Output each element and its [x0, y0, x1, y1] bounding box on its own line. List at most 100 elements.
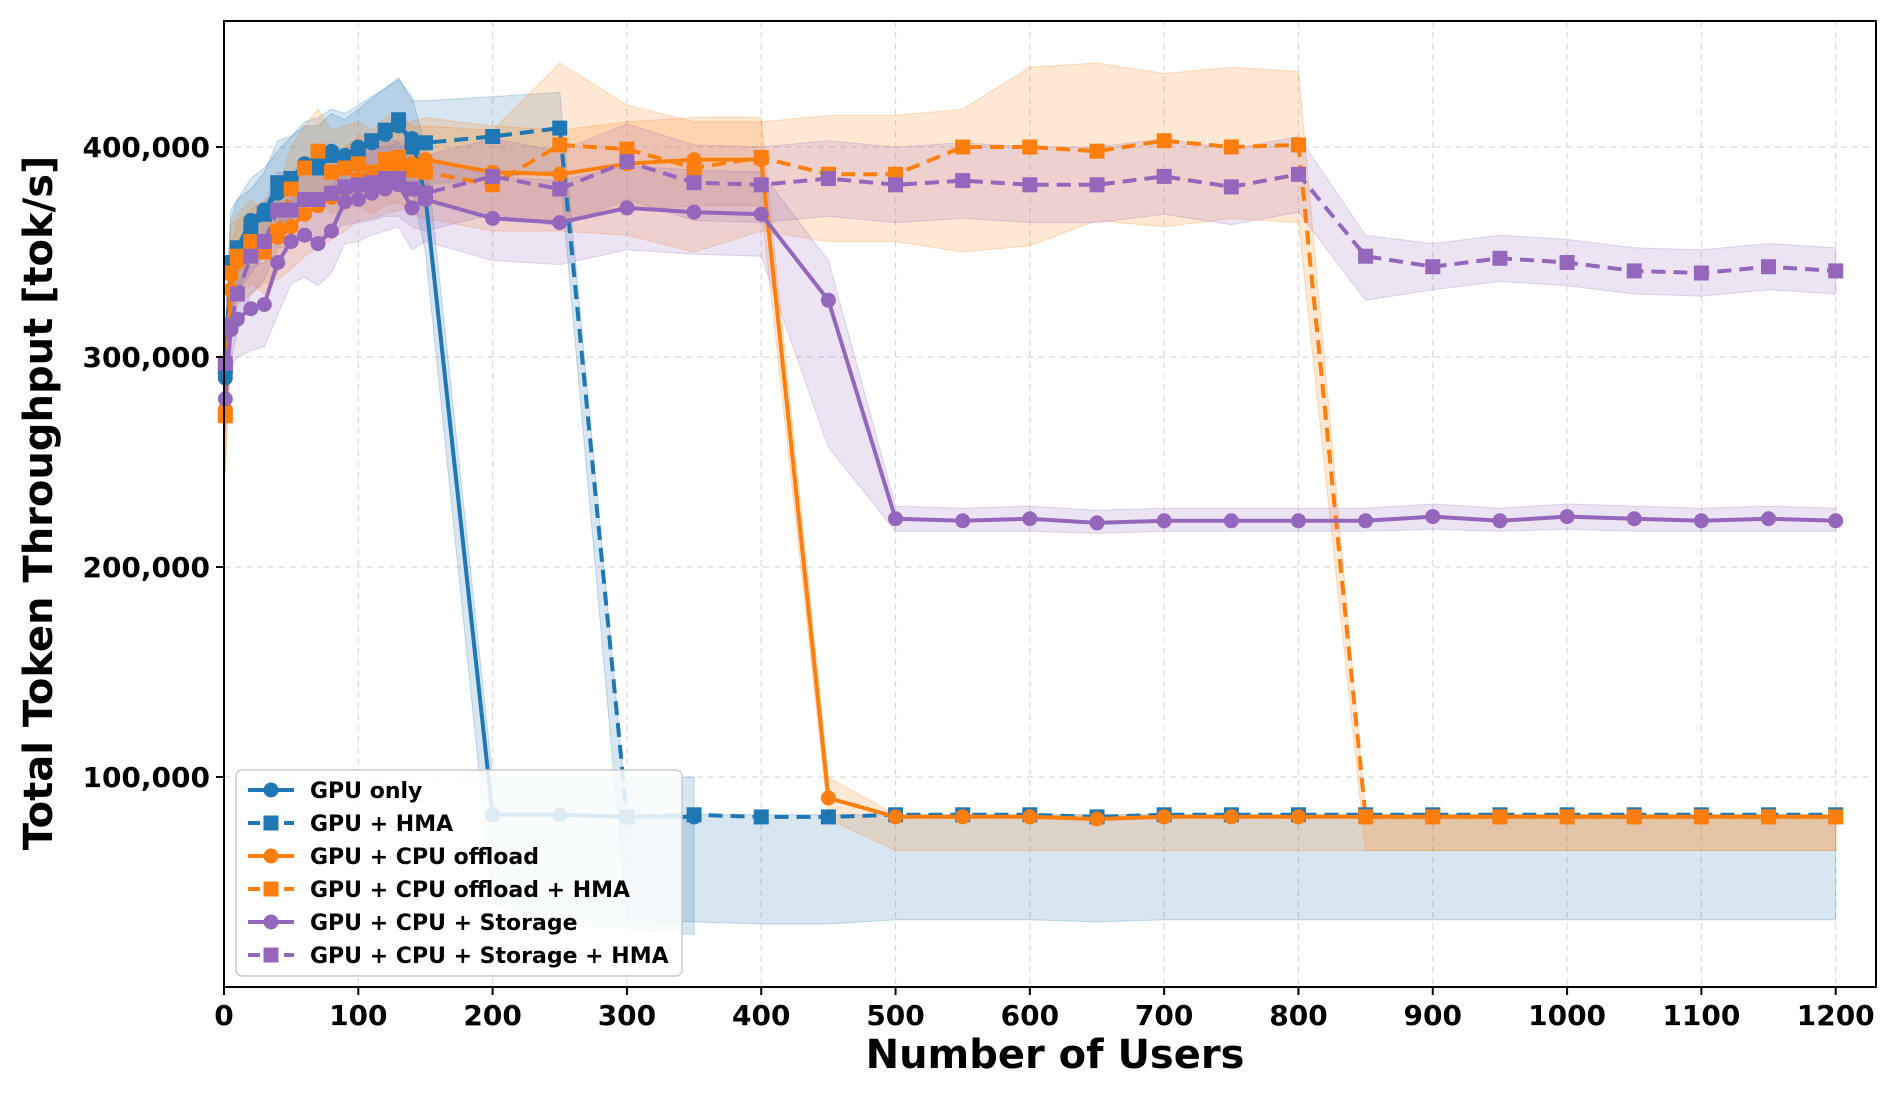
- x-tick-label: 1100: [1662, 999, 1740, 1032]
- x-tick-label: 1200: [1797, 999, 1875, 1032]
- marker-gpu-cpu-offload-hma: [1290, 137, 1306, 153]
- marker-gpu-cpu-storage: [256, 297, 272, 312]
- marker-gpu-cpu-storage-hma: [270, 202, 286, 218]
- x-tick-label: 900: [1404, 999, 1462, 1032]
- marker-gpu-cpu-offload-hma: [337, 160, 353, 176]
- y-tick-label: 400,000: [82, 131, 210, 164]
- legend-label: GPU only: [310, 779, 422, 804]
- marker-gpu-cpu-offload-hma: [283, 181, 299, 197]
- x-axis-ticks: 0 100 200 300 400 500 600 700 800 900 1000 1100 1200: [214, 987, 1875, 1032]
- legend-marker: [263, 881, 279, 897]
- marker-gpu-cpu-offload-hma: [323, 164, 339, 180]
- marker-gpu-cpu-offload-hma: [1358, 809, 1374, 825]
- marker-gpu-cpu-storage: [1223, 513, 1239, 529]
- marker-gpu-cpu-storage-hma: [229, 286, 245, 302]
- marker-gpu-cpu-storage: [820, 292, 836, 308]
- marker-gpu-hma: [753, 809, 769, 825]
- marker-gpu-hma: [404, 139, 420, 155]
- marker-gpu-cpu-storage-hma: [217, 355, 233, 371]
- marker-gpu-cpu-storage-hma: [404, 181, 420, 197]
- x-tick-label: 500: [866, 999, 924, 1032]
- marker-gpu-hma: [485, 129, 501, 144]
- x-axis-title: Number of Users: [866, 1032, 1245, 1078]
- marker-gpu-hma: [820, 809, 836, 825]
- marker-gpu-cpu-offload-hma: [391, 150, 407, 165]
- marker-gpu-cpu-storage: [310, 236, 326, 252]
- marker-gpu-cpu-offload: [417, 152, 433, 168]
- marker-gpu-cpu-storage-hma: [1290, 166, 1306, 182]
- marker-gpu-cpu-storage: [283, 234, 299, 249]
- marker-gpu-cpu-storage-hma: [485, 168, 501, 184]
- marker-gpu-hma: [323, 147, 339, 163]
- marker-gpu-cpu-offload: [552, 166, 568, 182]
- marker-gpu-cpu-storage: [1761, 511, 1777, 527]
- marker-gpu-cpu-offload: [1022, 809, 1038, 825]
- marker-gpu-cpu-offload: [1156, 809, 1172, 825]
- marker-gpu-cpu-offload-hma: [1559, 809, 1575, 825]
- y-tick-label: 300,000: [82, 341, 210, 374]
- marker-gpu-cpu-storage-hma: [1223, 179, 1239, 195]
- marker-gpu-cpu-offload: [1290, 809, 1306, 825]
- marker-gpu-cpu-storage: [217, 391, 233, 407]
- marker-gpu-cpu-storage: [955, 513, 971, 529]
- marker-gpu-hma: [391, 112, 407, 128]
- marker-gpu-cpu-storage: [1559, 509, 1575, 525]
- x-tick-label: 1000: [1528, 999, 1606, 1032]
- marker-gpu-cpu-offload-hma: [1626, 809, 1642, 825]
- marker-gpu-cpu-offload: [297, 206, 313, 222]
- marker-gpu-cpu-offload-hma: [1828, 809, 1844, 825]
- plot-frame: [223, 20, 1877, 988]
- marker-gpu-cpu-storage-hma: [1559, 255, 1575, 270]
- marker-gpu-cpu-offload: [888, 809, 904, 825]
- legend: GPU only GPU + HMA GPU + CPU offload GPU + …: [235, 769, 683, 977]
- band-gpu-cpu-storage-hma: [224, 123, 1837, 400]
- legend-label: GPU + CPU offload: [310, 845, 539, 870]
- marker-gpu-cpu-storage: [1290, 513, 1306, 529]
- marker-gpu-hma: [364, 133, 380, 149]
- marker-gpu-cpu-storage: [1693, 513, 1709, 529]
- marker-gpu-cpu-storage: [350, 192, 366, 207]
- marker-gpu-cpu-offload-hma: [1425, 809, 1441, 825]
- marker-gpu-hma: [350, 143, 366, 159]
- x-tick-label: 300: [598, 999, 656, 1032]
- x-tick-label: 400: [732, 999, 790, 1032]
- marker-gpu-cpu-offload: [820, 790, 836, 806]
- marker-gpu-cpu-storage-hma: [1156, 168, 1172, 184]
- marker-gpu-cpu-offload-hma: [377, 152, 393, 168]
- marker-gpu-cpu-storage-hma: [1492, 250, 1508, 266]
- marker-gpu-cpu-storage-hma: [552, 181, 568, 197]
- x-tick-label: 0: [214, 999, 233, 1032]
- marker-gpu-cpu-offload: [955, 809, 971, 825]
- marker-gpu-cpu-offload-hma: [310, 143, 326, 159]
- marker-gpu-cpu-storage-hma: [686, 175, 702, 191]
- marker-gpu-cpu-offload-hma: [1492, 809, 1508, 825]
- marker-gpu-hma: [552, 120, 568, 136]
- legend-label: GPU + CPU + Storage + HMA: [310, 944, 669, 969]
- marker-gpu-cpu-storage-hma: [243, 248, 259, 264]
- x-tick-label: 200: [463, 999, 521, 1032]
- marker-gpu-cpu-offload-hma: [1693, 809, 1709, 825]
- marker-gpu-cpu-storage-hma: [619, 154, 635, 170]
- x-tick-label: 100: [329, 999, 387, 1032]
- marker-gpu-cpu-storage-hma: [256, 234, 272, 249]
- line-gpu-hma: [223, 117, 1836, 819]
- marker-gpu-cpu-offload: [1089, 811, 1105, 827]
- marker-gpu-cpu-storage: [1425, 509, 1441, 525]
- marker-gpu-cpu-storage: [297, 227, 313, 243]
- marker-gpu-cpu-offload-hma: [404, 162, 420, 178]
- marker-gpu-cpu-storage-hma: [753, 177, 769, 193]
- marker-gpu-cpu-storage-hma: [888, 177, 904, 193]
- marker-gpu-cpu-offload-hma: [417, 164, 433, 180]
- marker-gpu-cpu-storage: [1358, 513, 1374, 529]
- marker-gpu-cpu-storage-hma: [1693, 265, 1709, 281]
- marker-gpu-cpu-storage: [753, 206, 769, 222]
- marker-gpu-cpu-storage-hma: [391, 171, 407, 186]
- legend-marker: [263, 815, 279, 831]
- marker-gpu-cpu-offload-hma: [229, 248, 245, 264]
- marker-gpu-cpu-offload-hma: [1156, 133, 1172, 149]
- marker-gpu-cpu-offload-hma: [552, 137, 568, 153]
- marker-gpu-cpu-offload-hma: [217, 408, 233, 424]
- legend-label: GPU + CPU + Storage: [310, 911, 578, 936]
- marker-gpu-cpu-offload-hma: [223, 265, 239, 281]
